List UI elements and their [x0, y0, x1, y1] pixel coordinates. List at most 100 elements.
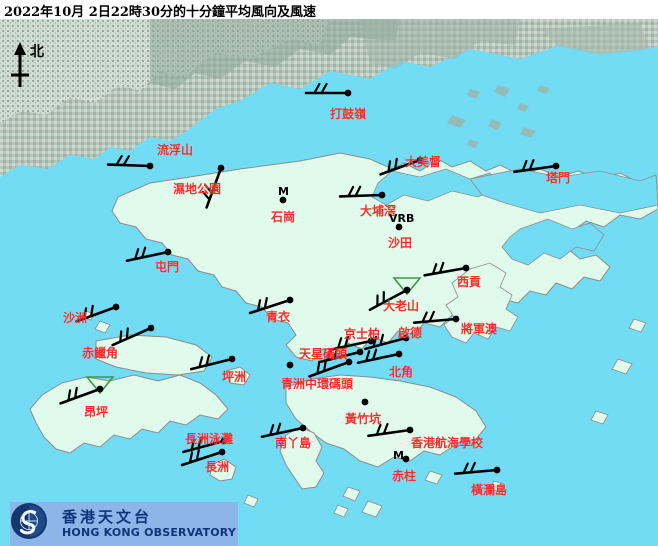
station-marker-stanley — [402, 455, 410, 463]
station-dot — [217, 164, 225, 172]
station-dot — [286, 361, 294, 369]
station-dot — [220, 437, 228, 445]
station-flag-shek-kong: M — [278, 185, 289, 198]
station-label-sai-kung: 西貢 — [457, 275, 482, 289]
station-label-lau-fau-shan: 流浮山 — [157, 143, 194, 157]
station-label-kings-park: 京士柏 — [344, 327, 381, 341]
station-dot — [378, 191, 386, 199]
station-flag-sha-tin: VRB — [389, 212, 415, 225]
station-dot — [96, 385, 104, 393]
station-marker-north-point — [356, 348, 403, 365]
station-marker-wong-chuk-hang — [361, 398, 369, 406]
station-label-tai-po-kau: 大埔滘 — [360, 204, 397, 218]
station-marker-cheung-chau-beach — [182, 436, 228, 454]
station-dot — [279, 196, 287, 204]
logo-chinese-text: 香港天文台 — [62, 508, 153, 526]
station-dot — [228, 355, 236, 363]
peng-chau-island — [225, 366, 251, 386]
station-label-star-ferry: 天星碼頭 — [299, 347, 348, 361]
station-marker-cheung-chau — [180, 448, 226, 467]
station-marker-tap-mun — [513, 158, 560, 174]
wind-barb-shaft — [368, 288, 409, 312]
station-label-sha-tin: 沙田 — [388, 236, 413, 250]
station-marker-central-pier — [308, 358, 353, 378]
station-dot — [299, 424, 307, 432]
wind-barb-feather — [333, 347, 339, 360]
wind-barb-shaft — [412, 317, 458, 324]
station-marker-green-island — [286, 361, 294, 369]
wind-barb-feather — [256, 299, 262, 312]
station-dot — [146, 162, 154, 170]
wind-barb-feather — [269, 424, 275, 437]
wind-barb-feather — [204, 183, 214, 194]
station-dot — [361, 398, 369, 406]
station-dot — [345, 358, 353, 366]
station-marker-sai-kung — [423, 261, 470, 277]
north-arrow-label: 北 — [30, 44, 44, 60]
wind-barb-feather — [372, 335, 378, 348]
wind-barb-feather — [74, 386, 78, 400]
wind-barb-feather — [197, 436, 203, 449]
wind-barb-shaft — [205, 166, 223, 209]
wind-barb-feather — [190, 438, 196, 451]
wind-barb-shaft — [260, 426, 305, 439]
station-dot — [395, 223, 403, 231]
cheung-chau-island — [209, 458, 237, 482]
wind-barb-feather — [276, 422, 282, 435]
wind-barb-shaft — [180, 450, 224, 467]
station-marker-shek-kong — [279, 196, 287, 204]
north-arrow: 北 — [5, 39, 61, 91]
wind-barb-feather — [462, 462, 469, 475]
wind-barb-feather — [372, 348, 378, 361]
calm-triangle-icon — [85, 376, 115, 395]
wind-barb-shaft — [367, 428, 412, 438]
station-dot — [493, 466, 501, 474]
wind-barb-feather — [67, 389, 72, 402]
wind-barb-feather — [125, 327, 129, 340]
wind-barb-shaft — [338, 193, 384, 198]
station-label-waglan-island: 橫瀾島 — [471, 483, 508, 497]
wind-barb-shaft — [364, 336, 408, 351]
wind-barb-feather — [90, 304, 94, 318]
station-marker-tsing-yi — [248, 296, 294, 315]
wind-barb-feather — [326, 349, 332, 362]
station-label-north-point: 北角 — [389, 365, 414, 379]
wind-barb-feather — [188, 451, 194, 464]
wind-barb-feather — [354, 185, 362, 198]
wind-barb-feather — [122, 155, 130, 167]
station-dot — [403, 286, 411, 294]
station-marker-tai-po-kau — [338, 185, 386, 199]
wind-barb-shaft — [111, 326, 153, 347]
lamma-island-shape — [279, 426, 325, 490]
wind-barb-shaft — [125, 250, 170, 263]
station-label-lamma-island: 南丫島 — [275, 436, 312, 450]
station-dot — [356, 348, 364, 356]
station-label-tuen-mun: 屯門 — [155, 260, 180, 274]
station-marker-waglan-island — [453, 461, 501, 475]
station-label-central-pier: 中環碼頭 — [305, 377, 354, 391]
station-label-sha-chau: 沙洲 — [63, 311, 88, 325]
station-dot — [462, 264, 470, 272]
southern-islets — [82, 310, 647, 518]
wind-barb-feather — [347, 185, 355, 198]
north-arrow-icon — [11, 42, 29, 87]
new-territories-landmass — [111, 152, 658, 362]
wind-barb-feather — [528, 158, 535, 171]
hong-kong-island — [285, 374, 487, 468]
page-title: 2022年10月 2日22時30分的十分鐘平均風向及風速 — [4, 5, 317, 20]
station-dot — [402, 455, 410, 463]
wind-barb-shaft — [423, 266, 468, 277]
station-dot — [344, 89, 352, 97]
wind-barb-shaft — [189, 357, 234, 371]
logo-english-text: HONG KONG OBSERVATORY — [62, 526, 237, 539]
wind-barb-feather — [201, 190, 211, 201]
station-label-wong-chuk-hang: 黃竹坑 — [345, 412, 382, 426]
calm-triangle-icon — [392, 277, 422, 296]
station-marker-lau-fau-shan — [106, 154, 154, 170]
station-label-kai-tak: 啟德 — [398, 326, 423, 340]
wind-barb-feather — [337, 337, 343, 350]
station-label-chek-lap-kok: 赤鱲角 — [82, 346, 119, 360]
map-svg — [0, 19, 658, 546]
station-marker-chek-lap-kok — [111, 324, 155, 347]
lantau-island — [29, 374, 229, 454]
